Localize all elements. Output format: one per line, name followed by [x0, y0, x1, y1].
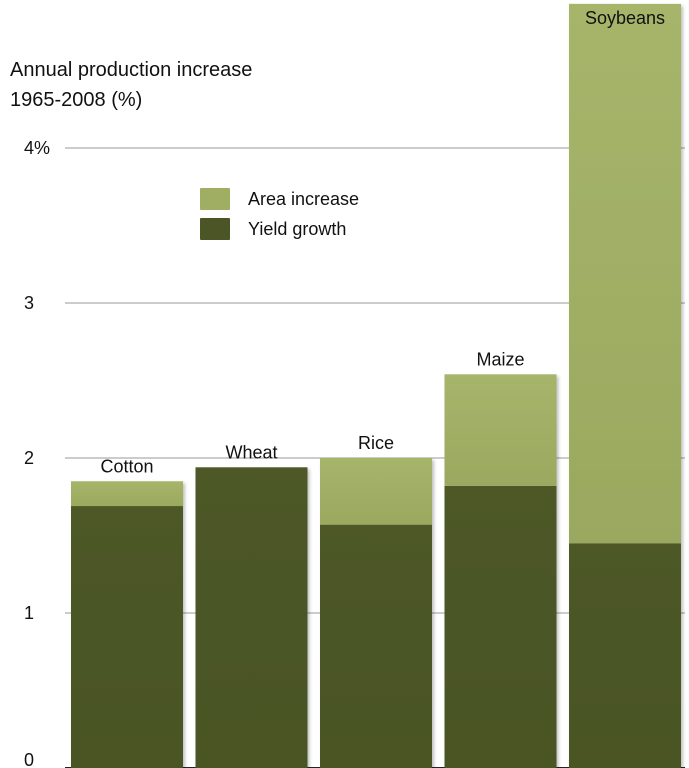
- bar-group-wheat: [195, 467, 308, 768]
- bar-yield-maize: [444, 485, 557, 768]
- bar-yield-cotton: [71, 506, 183, 768]
- legend-item-area: Area increase: [200, 186, 359, 212]
- bar-yield-rice: [320, 524, 432, 768]
- legend-label-area: Area increase: [248, 188, 360, 209]
- y-tick-label: 1: [24, 603, 34, 623]
- bar-area-cotton: [71, 481, 183, 507]
- legend-item-yield: Yield growth: [200, 216, 359, 242]
- category-label-rice: Rice: [358, 433, 394, 453]
- bars: [71, 3, 681, 768]
- bar-group-maize: [444, 374, 557, 768]
- bar-area-soybeans: [569, 3, 681, 544]
- bar-group-rice: [320, 458, 432, 768]
- legend-swatch-yield: [200, 218, 230, 240]
- legend: Area increase Yield growth: [200, 186, 359, 246]
- bar-yield-soybeans: [569, 543, 681, 768]
- y-tick-label: 0: [24, 750, 34, 768]
- y-tick-label: 3: [24, 293, 34, 313]
- bar-area-maize: [444, 374, 557, 486]
- y-tick-label: 4%: [24, 138, 50, 158]
- chart-title: Annual production increase: [10, 59, 253, 81]
- category-labels: Cotton Wheat Rice Maize Soybeans: [100, 8, 665, 476]
- bar-group-soybeans: [569, 3, 681, 768]
- y-tick-labels: 0 1 2 3 4%: [24, 138, 50, 768]
- category-label-cotton: Cotton: [100, 456, 153, 476]
- legend-label-yield: Yield growth: [248, 218, 347, 239]
- category-label-wheat: Wheat: [225, 442, 277, 462]
- y-tick-label: 2: [24, 448, 34, 468]
- bar-area-rice: [320, 458, 432, 525]
- chart-subtitle: 1965-2008 (%): [10, 89, 143, 111]
- bar-yield-wheat: [195, 467, 308, 768]
- bar-group-cotton: [71, 481, 183, 768]
- legend-swatch-area: [200, 188, 230, 210]
- category-label-soybeans: Soybeans: [585, 8, 665, 28]
- category-label-maize: Maize: [476, 349, 524, 369]
